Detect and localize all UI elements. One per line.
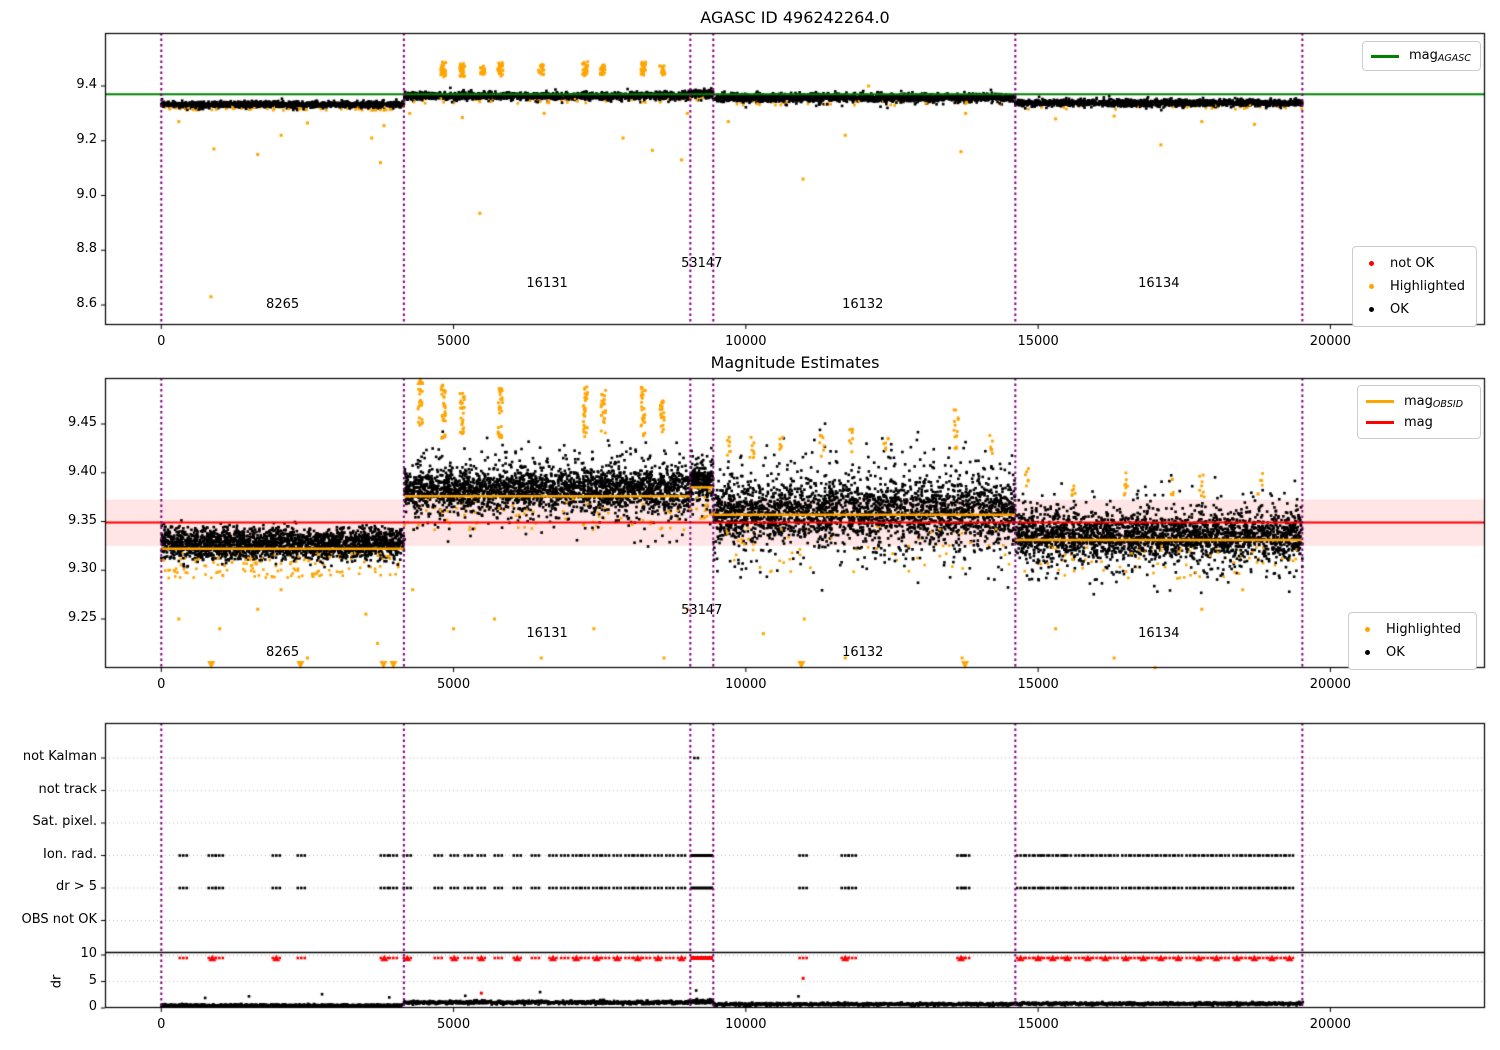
x-tick-label: 0	[157, 1017, 166, 1032]
x-tick-label: 10000	[725, 677, 767, 692]
dr-tick-label: 5	[88, 972, 97, 988]
legend-mag-lines: magOBSID mag	[1357, 385, 1481, 439]
y-tick-label: 9.45	[68, 415, 97, 430]
obsid-label: 8265	[266, 645, 300, 661]
x-tick-label: 0	[157, 677, 166, 692]
y-tick-label: 8.6	[76, 296, 97, 311]
middle-plot-title: Magnitude Estimates	[710, 353, 880, 372]
category-label: not track	[38, 781, 97, 797]
category-label: not Kalman	[22, 749, 97, 764]
x-tick-label: 5000	[437, 334, 471, 349]
dr-tick-label: 0	[88, 999, 97, 1014]
category-label: dr > 5	[55, 879, 97, 894]
x-tick-label: 20000	[1309, 334, 1352, 349]
y-tick-label: 9.40	[68, 463, 97, 479]
legend-label: magAGASC	[1409, 48, 1471, 64]
dr-tick-label: 10	[80, 946, 97, 961]
y-tick-label: 9.0	[76, 186, 97, 202]
obsid-label: 16134	[1138, 276, 1180, 292]
y-tick-label: 9.30	[68, 561, 97, 577]
legend-label: mag	[1404, 414, 1433, 430]
legend-top-points: not OK Highlighted OK	[1352, 246, 1477, 327]
x-tick-label: 15000	[1017, 1017, 1059, 1032]
x-tick-label: 15000	[1017, 677, 1059, 692]
obsid-label: 16131	[526, 276, 568, 292]
y-tick-label: 8.8	[76, 241, 97, 257]
y-tick-label: 9.35	[68, 512, 97, 528]
not-ok-dot-swatch	[1369, 261, 1374, 266]
legend-label: OK	[1386, 645, 1405, 660]
y-tick-label: 9.4	[76, 77, 97, 92]
obsid-label: 53147	[681, 255, 723, 271]
category-label: OBS not OK	[21, 911, 98, 927]
obsid-label: 53147	[681, 603, 723, 619]
obsid-label: 16132	[842, 645, 884, 661]
x-tick-label: 10000	[725, 334, 767, 349]
obsid-label: 16132	[842, 297, 884, 312]
legend-label: Highlighted	[1386, 622, 1461, 637]
y-tick-label: 9.25	[68, 610, 97, 625]
highlighted-dot-swatch	[1369, 284, 1374, 289]
x-tick-label: 20000	[1309, 677, 1352, 692]
ok-dot-swatch	[1365, 650, 1370, 655]
x-tick-label: 20000	[1309, 1017, 1352, 1032]
ok-dot-swatch	[1369, 307, 1374, 312]
obsid-label: 16131	[526, 625, 568, 641]
category-label: Ion. rad.	[43, 846, 97, 862]
legend-label: Highlighted	[1390, 279, 1465, 294]
legend-mag-agasc: magAGASC	[1362, 41, 1481, 71]
mag-obsid-line-swatch	[1366, 400, 1394, 403]
x-tick-label: 15000	[1017, 334, 1059, 349]
x-tick-label: 5000	[437, 1017, 471, 1032]
obsid-label: 8265	[266, 297, 300, 312]
mag-agasc-line-swatch	[1371, 54, 1399, 58]
obsid-label: 16134	[1138, 625, 1180, 641]
legend-label: not OK	[1390, 256, 1435, 271]
legend-middle-points: Highlighted OK	[1348, 612, 1477, 670]
top-plot-title: AGASC ID 496242264.0	[700, 8, 890, 27]
category-label: Sat. pixel.	[32, 814, 97, 829]
highlighted-dot-swatch	[1365, 627, 1370, 632]
x-tick-label: 5000	[437, 677, 471, 692]
x-tick-label: 0	[157, 334, 166, 349]
mag-line-swatch	[1366, 421, 1394, 424]
legend-label: magOBSID	[1404, 393, 1464, 410]
x-tick-label: 10000	[725, 1017, 767, 1032]
y-tick-label: 9.2	[76, 131, 97, 147]
legend-label: OK	[1390, 302, 1409, 317]
